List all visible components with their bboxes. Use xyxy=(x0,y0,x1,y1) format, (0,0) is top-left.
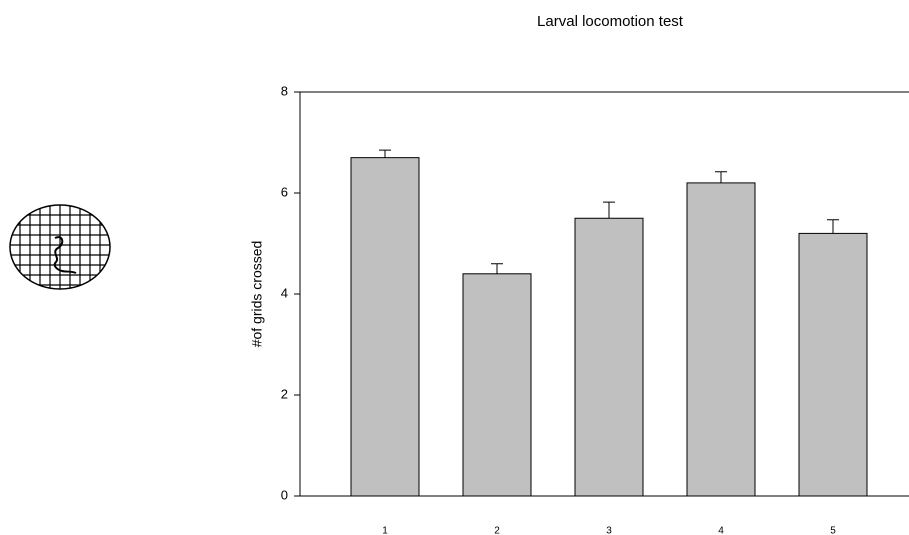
bar xyxy=(574,217,644,497)
y-tick-label: 6 xyxy=(281,184,288,199)
error-bar xyxy=(379,149,391,158)
x-tick-label: 3 xyxy=(606,526,612,535)
x-tick-label: 5 xyxy=(830,526,836,535)
x-tick-label: 4 xyxy=(718,526,724,535)
chart-title: Larval locomotion test xyxy=(537,13,684,30)
y-axis-label: #of grids crossed xyxy=(249,241,265,348)
x-tick-label: 1 xyxy=(382,526,388,535)
bar xyxy=(462,273,532,497)
y-tick-label: 4 xyxy=(281,285,288,300)
error-bar xyxy=(491,263,503,274)
larva-icon xyxy=(9,204,111,290)
y-tick-label: 2 xyxy=(281,386,288,401)
y-tick-label: 0 xyxy=(281,487,288,502)
error-bar xyxy=(715,171,727,183)
bar xyxy=(798,232,868,497)
bar xyxy=(350,157,420,497)
error-bar xyxy=(603,201,615,219)
y-tick-label: 8 xyxy=(281,83,288,98)
x-tick-label: 2 xyxy=(494,526,500,535)
bar xyxy=(686,182,756,497)
error-bar xyxy=(827,219,839,234)
